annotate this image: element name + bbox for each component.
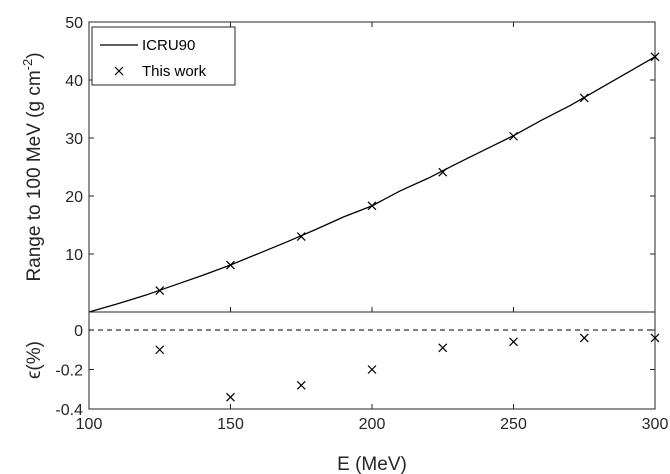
- this-work-marker: [438, 167, 448, 177]
- residual-marker: [296, 380, 306, 390]
- legend-marker-swatch: [114, 66, 124, 76]
- bottom-y-tick-label: -0.2: [55, 363, 83, 380]
- residual-marker: [367, 365, 377, 374]
- x-tick-label: 200: [359, 416, 386, 433]
- top-y-tick-label: 50: [65, 15, 83, 32]
- residual-marker: [155, 345, 165, 355]
- bottom-panel: -0.4 -0.2 0 100 150 200 250 300 ϵ(%) E (MeV): [24, 311, 669, 474]
- top-panel: 10 20 30 40 50 Range to 100 MeV (g cm-2) ICR…: [20, 15, 660, 313]
- bottom-series: [89, 329, 660, 402]
- this-work-marker: [296, 232, 306, 242]
- top-series: [88, 52, 660, 313]
- top-y-axis-label-main: Range to 100 MeV (g cm: [24, 70, 45, 281]
- top-y-axis-label: Range to 100 MeV (g cm-2): [20, 52, 45, 281]
- legend: ICRU90 This work: [91, 26, 236, 86]
- top-y-axis-label-close: ): [24, 52, 45, 58]
- x-tick-label: 300: [642, 416, 669, 433]
- this-work-marker: [155, 286, 165, 295]
- legend-box: [91, 26, 236, 86]
- x-tick-label: 150: [217, 416, 244, 433]
- bottom-y-axis-label: ϵ(%): [24, 341, 45, 379]
- top-y-axis-label-superscript: -2: [20, 59, 35, 71]
- top-y-tick-label: 10: [65, 247, 83, 264]
- top-y-tick-label: 30: [65, 131, 83, 148]
- bottom-y-tick-label: -0.4: [55, 402, 83, 419]
- top-y-tick-label: 40: [65, 73, 83, 90]
- residual-marker: [650, 333, 660, 343]
- residual-marker: [438, 343, 448, 353]
- x-tick-label: 250: [500, 416, 527, 433]
- bottom-x-ticks: 100 150 200 250 300: [76, 404, 669, 433]
- top-y-tick-label: 20: [65, 189, 83, 206]
- x-tick-label: 100: [76, 416, 103, 433]
- top-y-ticks: 10 20 30 40 50: [65, 15, 656, 312]
- this-work-marker: [579, 93, 589, 103]
- bottom-plot-area: [88, 311, 656, 410]
- this-work-marker: [226, 260, 235, 270]
- residual-marker: [509, 337, 518, 347]
- bottom-y-tick-label: 0: [74, 323, 83, 340]
- this-work-marker: [367, 201, 377, 211]
- this-work-marker: [650, 52, 660, 62]
- legend-label-icru90: ICRU90: [142, 37, 195, 54]
- residual-marker: [579, 333, 589, 343]
- bottom-y-ticks: -0.4 -0.2 0: [55, 323, 655, 419]
- residual-marker: [226, 392, 235, 402]
- this-work-marker: [509, 131, 518, 141]
- legend-label-this-work: This work: [142, 63, 207, 80]
- x-axis-label: E (MeV): [337, 454, 407, 474]
